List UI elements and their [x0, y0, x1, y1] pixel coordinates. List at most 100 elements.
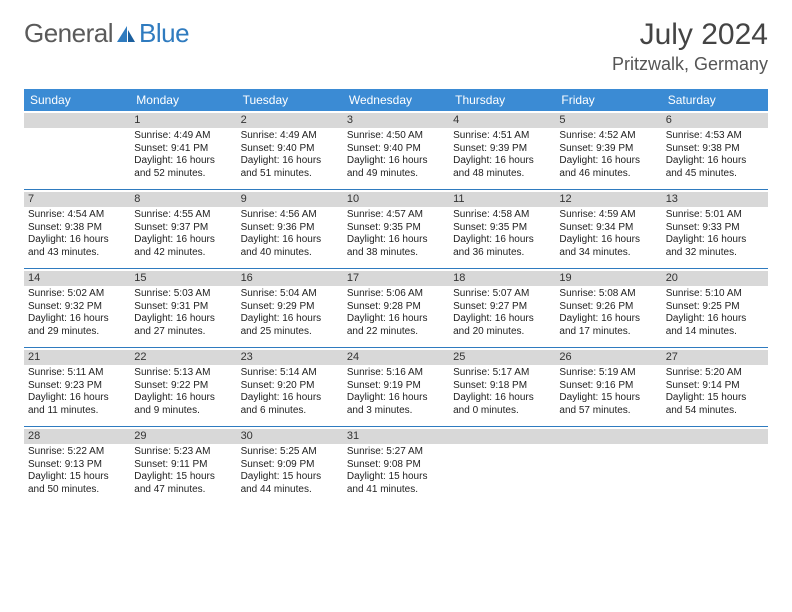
daylight-line: Daylight: 16 hours and 14 minutes.: [666, 313, 764, 338]
month-title: July 2024: [612, 18, 768, 52]
weekday-header: Wednesday: [343, 89, 449, 111]
sunrise-line: Sunrise: 5:07 AM: [453, 288, 551, 301]
calendar-table: SundayMondayTuesdayWednesdayThursdayFrid…: [24, 89, 768, 505]
sunset-line: Sunset: 9:22 PM: [134, 380, 232, 393]
weekday-header: Friday: [555, 89, 661, 111]
sail-icon: [115, 24, 137, 44]
calendar-cell: 5Sunrise: 4:52 AMSunset: 9:39 PMDaylight…: [555, 111, 661, 189]
sunrise-line: Sunrise: 4:54 AM: [28, 209, 126, 222]
sunrise-line: Sunrise: 4:58 AM: [453, 209, 551, 222]
day-number: 2: [237, 113, 343, 128]
calendar-cell: 27Sunrise: 5:20 AMSunset: 9:14 PMDayligh…: [662, 348, 768, 426]
calendar-cell: 24Sunrise: 5:16 AMSunset: 9:19 PMDayligh…: [343, 348, 449, 426]
day-number: 19: [555, 271, 661, 286]
sunset-line: Sunset: 9:27 PM: [453, 301, 551, 314]
sunset-line: Sunset: 9:40 PM: [241, 143, 339, 156]
calendar-cell-empty: [662, 427, 768, 505]
sunrise-line: Sunrise: 5:22 AM: [28, 446, 126, 459]
sunset-line: Sunset: 9:16 PM: [559, 380, 657, 393]
weekday-header: Tuesday: [237, 89, 343, 111]
day-number: 29: [130, 429, 236, 444]
sunrise-line: Sunrise: 5:10 AM: [666, 288, 764, 301]
day-number: 14: [24, 271, 130, 286]
sunset-line: Sunset: 9:32 PM: [28, 301, 126, 314]
sunset-line: Sunset: 9:29 PM: [241, 301, 339, 314]
sunset-line: Sunset: 9:26 PM: [559, 301, 657, 314]
calendar-cell: 15Sunrise: 5:03 AMSunset: 9:31 PMDayligh…: [130, 269, 236, 347]
calendar-cell: 20Sunrise: 5:10 AMSunset: 9:25 PMDayligh…: [662, 269, 768, 347]
day-number: [449, 429, 555, 444]
daylight-line: Daylight: 15 hours and 41 minutes.: [347, 471, 445, 496]
day-number: 17: [343, 271, 449, 286]
sunset-line: Sunset: 9:34 PM: [559, 222, 657, 235]
daylight-line: Daylight: 16 hours and 40 minutes.: [241, 234, 339, 259]
day-number: 24: [343, 350, 449, 365]
calendar-week-row: 21Sunrise: 5:11 AMSunset: 9:23 PMDayligh…: [24, 348, 768, 427]
day-number: 22: [130, 350, 236, 365]
sunrise-line: Sunrise: 5:04 AM: [241, 288, 339, 301]
daylight-line: Daylight: 16 hours and 46 minutes.: [559, 155, 657, 180]
daylight-line: Daylight: 16 hours and 51 minutes.: [241, 155, 339, 180]
daylight-line: Daylight: 15 hours and 47 minutes.: [134, 471, 232, 496]
calendar-week-row: 1Sunrise: 4:49 AMSunset: 9:41 PMDaylight…: [24, 111, 768, 190]
day-number: 10: [343, 192, 449, 207]
calendar-cell: 1Sunrise: 4:49 AMSunset: 9:41 PMDaylight…: [130, 111, 236, 189]
calendar-cell: 4Sunrise: 4:51 AMSunset: 9:39 PMDaylight…: [449, 111, 555, 189]
daylight-line: Daylight: 16 hours and 11 minutes.: [28, 392, 126, 417]
calendar-cell: 3Sunrise: 4:50 AMSunset: 9:40 PMDaylight…: [343, 111, 449, 189]
calendar-week-row: 28Sunrise: 5:22 AMSunset: 9:13 PMDayligh…: [24, 427, 768, 505]
sunrise-line: Sunrise: 4:49 AM: [134, 130, 232, 143]
weekday-header: Thursday: [449, 89, 555, 111]
calendar-cell: 22Sunrise: 5:13 AMSunset: 9:22 PMDayligh…: [130, 348, 236, 426]
logo-text-general: General: [24, 18, 113, 49]
sunrise-line: Sunrise: 5:01 AM: [666, 209, 764, 222]
sunset-line: Sunset: 9:25 PM: [666, 301, 764, 314]
calendar-cell: 25Sunrise: 5:17 AMSunset: 9:18 PMDayligh…: [449, 348, 555, 426]
sunset-line: Sunset: 9:33 PM: [666, 222, 764, 235]
calendar-header-row: SundayMondayTuesdayWednesdayThursdayFrid…: [24, 89, 768, 111]
daylight-line: Daylight: 15 hours and 50 minutes.: [28, 471, 126, 496]
calendar-cell: 12Sunrise: 4:59 AMSunset: 9:34 PMDayligh…: [555, 190, 661, 268]
sunrise-line: Sunrise: 5:25 AM: [241, 446, 339, 459]
daylight-line: Daylight: 16 hours and 3 minutes.: [347, 392, 445, 417]
calendar-cell-empty: [555, 427, 661, 505]
sunrise-line: Sunrise: 4:56 AM: [241, 209, 339, 222]
daylight-line: Daylight: 16 hours and 25 minutes.: [241, 313, 339, 338]
calendar-cell: 21Sunrise: 5:11 AMSunset: 9:23 PMDayligh…: [24, 348, 130, 426]
calendar-cell: 19Sunrise: 5:08 AMSunset: 9:26 PMDayligh…: [555, 269, 661, 347]
day-number: 7: [24, 192, 130, 207]
sunrise-line: Sunrise: 5:14 AM: [241, 367, 339, 380]
day-number: 16: [237, 271, 343, 286]
sunrise-line: Sunrise: 4:51 AM: [453, 130, 551, 143]
sunset-line: Sunset: 9:41 PM: [134, 143, 232, 156]
page-header: General Blue July 2024 Pritzwalk, German…: [24, 18, 768, 75]
daylight-line: Daylight: 16 hours and 17 minutes.: [559, 313, 657, 338]
day-number: 8: [130, 192, 236, 207]
day-number: [662, 429, 768, 444]
sunset-line: Sunset: 9:13 PM: [28, 459, 126, 472]
sunset-line: Sunset: 9:09 PM: [241, 459, 339, 472]
day-number: 26: [555, 350, 661, 365]
daylight-line: Daylight: 15 hours and 44 minutes.: [241, 471, 339, 496]
sunrise-line: Sunrise: 4:59 AM: [559, 209, 657, 222]
day-number: 21: [24, 350, 130, 365]
calendar-cell: 9Sunrise: 4:56 AMSunset: 9:36 PMDaylight…: [237, 190, 343, 268]
sunrise-line: Sunrise: 5:19 AM: [559, 367, 657, 380]
sunrise-line: Sunrise: 5:11 AM: [28, 367, 126, 380]
calendar-cell: 16 Sunrise: 5:04 AMSunset: 9:29 PMDayligh…: [237, 269, 343, 347]
sunrise-line: Sunrise: 4:52 AM: [559, 130, 657, 143]
day-number: [24, 113, 130, 128]
logo-text-blue: Blue: [139, 18, 189, 49]
sunset-line: Sunset: 9:38 PM: [666, 143, 764, 156]
day-number: [555, 429, 661, 444]
sunset-line: Sunset: 9:38 PM: [28, 222, 126, 235]
sunrise-line: Sunrise: 5:16 AM: [347, 367, 445, 380]
day-number: 5: [555, 113, 661, 128]
weekday-header: Saturday: [662, 89, 768, 111]
calendar-cell: 18Sunrise: 5:07 AMSunset: 9:27 PMDayligh…: [449, 269, 555, 347]
sunset-line: Sunset: 9:36 PM: [241, 222, 339, 235]
sunset-line: Sunset: 9:31 PM: [134, 301, 232, 314]
sunset-line: Sunset: 9:18 PM: [453, 380, 551, 393]
day-number: 28: [24, 429, 130, 444]
calendar-cell: 28 Sunrise: 5:22 AMSunset: 9:13 PMDayligh…: [24, 427, 130, 505]
